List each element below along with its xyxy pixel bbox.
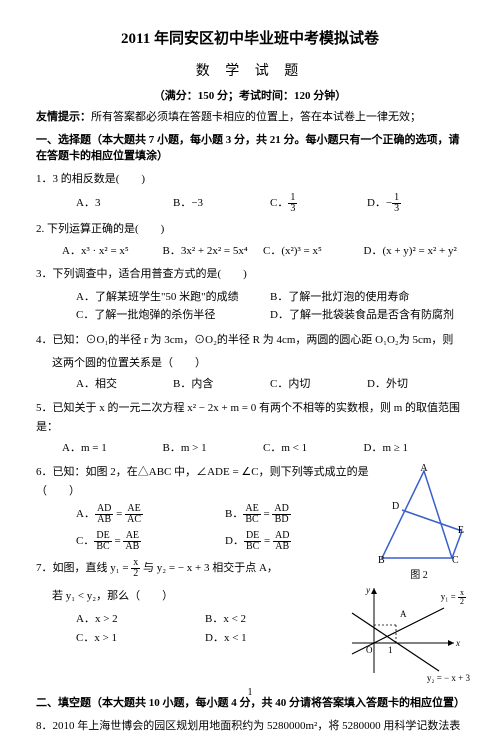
q7-opt-c: C．x > 1: [76, 629, 205, 648]
tip-text: 所有答案都必须填在答题卡相应的位置上，答在本试卷上一律无效；: [91, 111, 421, 123]
q6-opt-c: C．DEBC = AEAB: [76, 531, 225, 552]
q1-opt-b: B．−3: [173, 195, 270, 212]
q5-stem: 5．已知关于 x 的一元二次方程 x² − 2x + m = 0 有两个不相等的…: [36, 399, 464, 436]
page-number: 1: [0, 685, 500, 700]
q4-options: A．相交 B．内含 C．内切 D．外切: [76, 376, 464, 393]
q8-stem: 8．2010 年上海世博会的园区规划用地面积约为 5280000m²，将 528…: [36, 717, 464, 736]
exam-subject: 数 学 试 题: [36, 61, 464, 82]
q7-options: A．x > 2B．x < 2 C．x > 1D．x < 1: [76, 610, 334, 647]
q2-opt-c: C．(x²)³ = x⁵: [263, 243, 364, 260]
q5-opt-d: D．m ≥ 1: [364, 440, 465, 457]
q4-opt-d: D．外切: [367, 376, 464, 393]
q3-stem: 3．下列调查中，适合用普查方式的是( ): [36, 265, 464, 284]
q2-opt-d: D．(x + y)² = x² + y²: [364, 243, 465, 260]
svg-text:D: D: [392, 501, 399, 512]
q3-opt-a: A．了解某班学生"50 米跑"的成绩: [76, 288, 270, 307]
q3-opt-c: C．了解一批炮弹的杀伤半径: [76, 306, 270, 325]
svg-text:A: A: [400, 609, 407, 619]
q1-opt-a: A．3: [76, 195, 173, 212]
q2-opt-a: A．x³ · x² = x⁵: [62, 243, 163, 260]
svg-text:y: y: [365, 585, 370, 595]
svg-text:x: x: [455, 638, 460, 648]
tip-line: 友情提示：所有答案都必须填在答题卡相应的位置上，答在本试卷上一律无效；: [36, 110, 464, 125]
graph-figure: A O x y 1 y₁ = x2 y₂ = − x + 3: [344, 583, 464, 684]
triangle-figure-icon: A B C D E: [374, 463, 464, 563]
q5-opt-b: B．m > 1: [163, 440, 264, 457]
q5-options: A．m = 1 B．m > 1 C．m < 1 D．m ≥ 1: [62, 440, 464, 457]
svg-text:B: B: [378, 555, 385, 563]
exam-meta: （满分：150 分；考试时间：120 分钟）: [36, 88, 464, 105]
q1-stem: 1．3 的相反数是( ): [36, 170, 464, 189]
q5-opt-c: C．m < 1: [263, 440, 364, 457]
q7-opt-a: A．x > 2: [76, 610, 205, 629]
graph-y2-label: y₂ = − x + 3: [427, 672, 470, 686]
svg-text:O: O: [366, 645, 373, 655]
svg-text:1: 1: [388, 645, 393, 655]
q1-opt-d: D．−13: [367, 193, 464, 214]
q4-opt-c: C．内切: [270, 376, 367, 393]
q7-stem: 7．如图，直线 y₁ = x2 与 y₂ = − x + 3 相交于点 A，: [36, 558, 374, 579]
svg-text:A: A: [420, 463, 428, 474]
q2-opt-b: B．3x² + 2x² = 5x⁴: [163, 243, 264, 260]
q7-opt-d: D．x < 1: [205, 629, 334, 648]
q5-opt-a: A．m = 1: [62, 440, 163, 457]
q6-stem: 6．已知：如图 2，在△ABC 中，∠ADE = ∠C，则下列等式成立的是（ ）: [36, 463, 374, 500]
q2-options: A．x³ · x² = x⁵ B．3x² + 2x² = 5x⁴ C．(x²)³…: [62, 243, 464, 260]
q1-opt-c: C．13: [270, 193, 367, 214]
graph-y1-label: y₁ = x2: [441, 589, 466, 606]
q2-stem: 2. 下列运算正确的是( ): [36, 220, 464, 239]
q1-options: A．3 B．−3 C．13 D．−13: [76, 193, 464, 214]
q7-opt-b: B．x < 2: [205, 610, 334, 629]
q4-stem-2: 这两个圆的位置关系是（ ）: [52, 354, 464, 373]
q6-options: A．ADAB = AEAC B．AEBC = ADBD C．DEBC = AEA…: [76, 504, 374, 552]
q6-opt-b: B．AEBC = ADBD: [225, 504, 374, 525]
section-1-heading: 一、选择题（本大题共 7 小题，每小题 3 分，共 21 分。每小题只有一个正确…: [36, 133, 464, 164]
figure-2: A B C D E 图 2: [374, 463, 464, 583]
q6-opt-d: D．DEBC = ADAB: [225, 531, 374, 552]
q3-opt-b: B．了解一批灯泡的使用寿命: [270, 288, 464, 307]
q4-opt-a: A．相交: [76, 376, 173, 393]
q6-opt-a: A．ADAB = AEAC: [76, 504, 225, 525]
q3-options: A．了解某班学生"50 米跑"的成绩B．了解一批灯泡的使用寿命 C．了解一批炮弹…: [76, 288, 464, 325]
svg-text:C: C: [452, 555, 459, 563]
tip-label: 友情提示：: [36, 111, 91, 123]
figure-2-label: 图 2: [374, 568, 464, 583]
svg-text:E: E: [458, 525, 464, 536]
q7-cond: 若 y₁ < y₂，那么（ ）: [52, 587, 334, 606]
q4-opt-b: B．内含: [173, 376, 270, 393]
exam-title: 2011 年同安区初中毕业班中考模拟试卷: [36, 28, 464, 51]
q4-stem-1: 4．已知：⊙O₁的半径 r 为 3cm，⊙O₂的半径 R 为 4cm，两圆的圆心…: [36, 331, 464, 350]
q3-opt-d: D．了解一批袋装食品是否含有防腐剂: [270, 306, 464, 325]
